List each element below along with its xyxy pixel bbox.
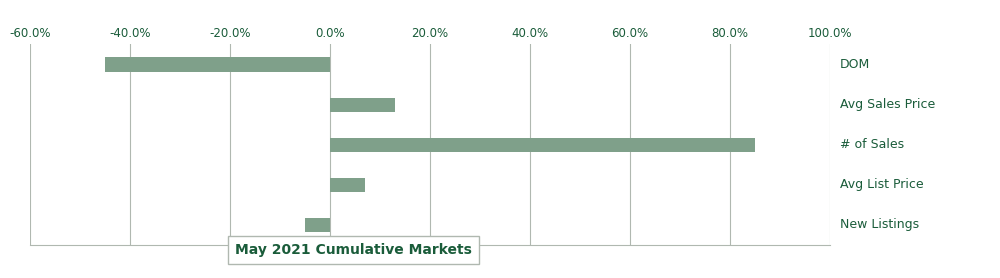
Bar [330, 138, 755, 152]
Text: Avg Sales Price: Avg Sales Price [840, 98, 935, 111]
Text: New Listings: New Listings [840, 218, 919, 231]
Text: # of Sales: # of Sales [840, 138, 904, 151]
Bar [330, 98, 395, 111]
Text: May 2021 Cumulative Markets: May 2021 Cumulative Markets [235, 243, 472, 257]
Text: Avg List Price: Avg List Price [840, 178, 924, 191]
Bar [330, 178, 365, 192]
Text: DOM: DOM [840, 58, 870, 71]
Bar [305, 218, 330, 232]
Bar [105, 58, 330, 71]
